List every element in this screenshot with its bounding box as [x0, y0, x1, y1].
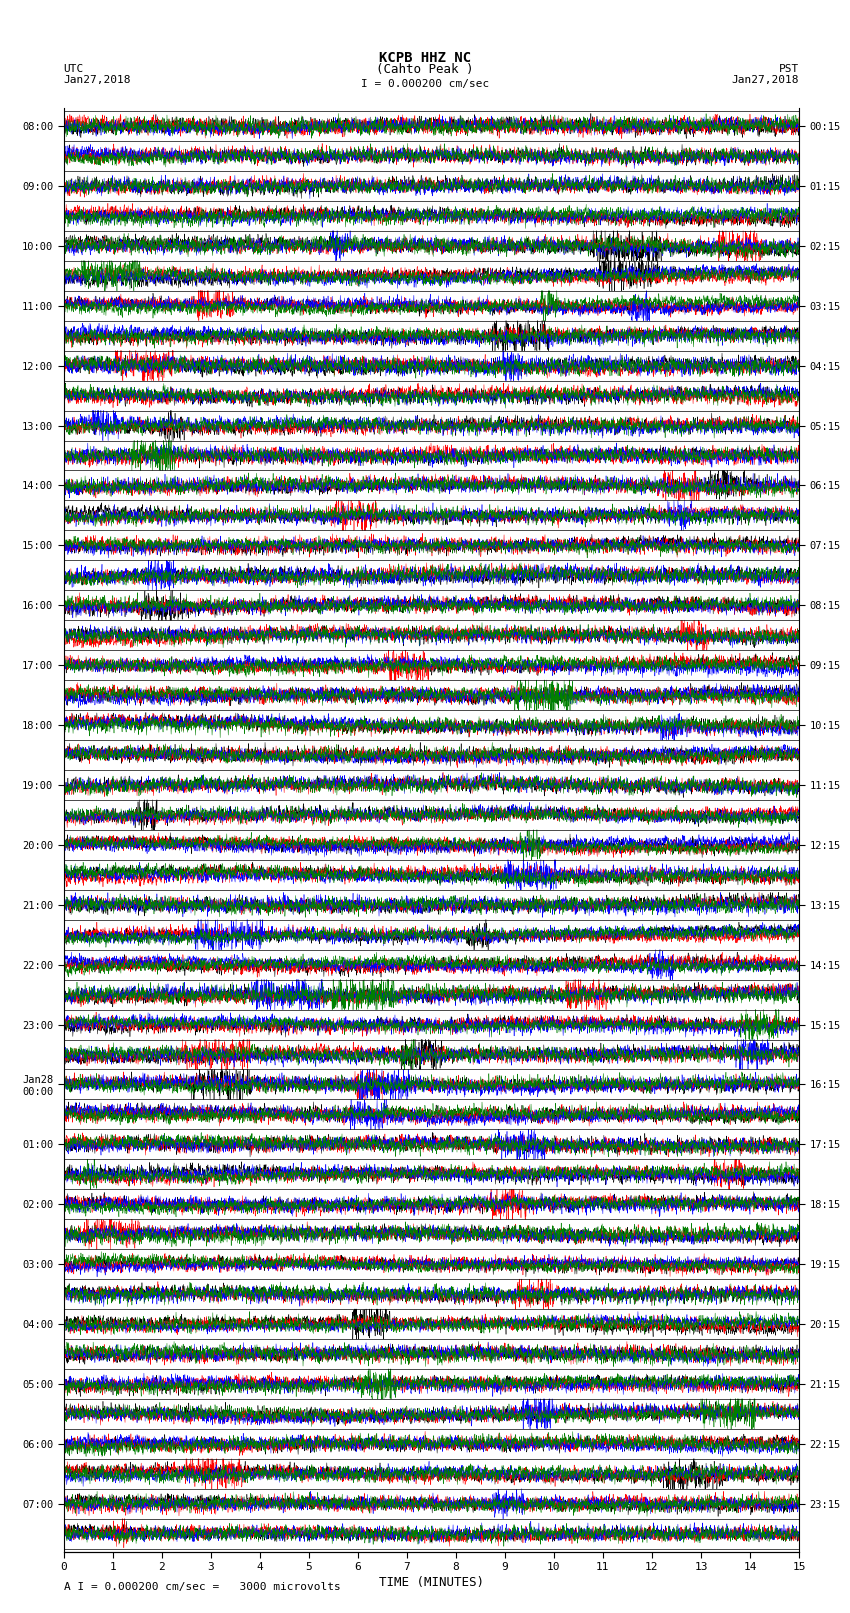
Text: UTC: UTC	[64, 65, 84, 74]
Text: (Cahto Peak ): (Cahto Peak )	[377, 63, 473, 76]
Text: Jan27,2018: Jan27,2018	[64, 76, 131, 85]
X-axis label: TIME (MINUTES): TIME (MINUTES)	[379, 1576, 484, 1589]
Text: KCPB HHZ NC: KCPB HHZ NC	[379, 50, 471, 65]
Text: I = 0.000200 cm/sec: I = 0.000200 cm/sec	[361, 79, 489, 89]
Text: Jan27,2018: Jan27,2018	[732, 76, 799, 85]
Text: PST: PST	[779, 65, 799, 74]
Text: A I = 0.000200 cm/sec =   3000 microvolts: A I = 0.000200 cm/sec = 3000 microvolts	[64, 1582, 341, 1592]
